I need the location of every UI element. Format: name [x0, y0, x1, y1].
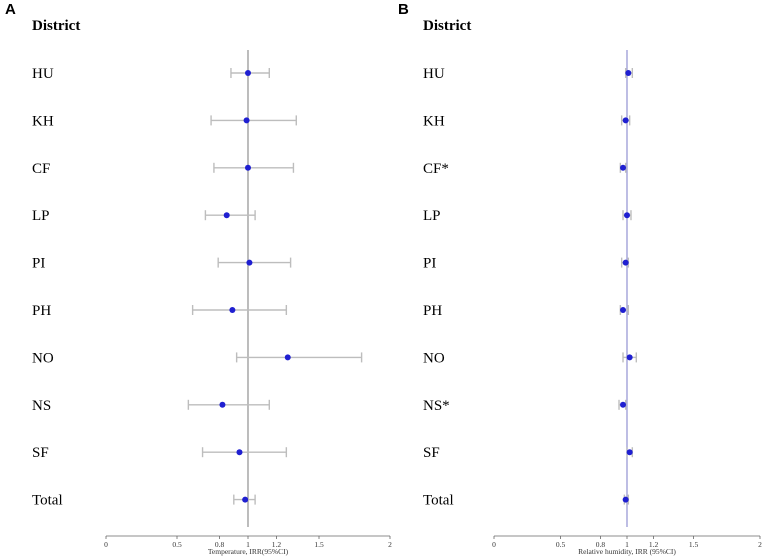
panel-a-row: HU — [32, 66, 270, 82]
panel-a-point-estimate — [243, 117, 250, 124]
panel-a-point-estimate — [246, 259, 253, 266]
panel-a-point-estimate — [219, 401, 226, 408]
panel-b-row: LP — [423, 208, 632, 224]
panel-b-column-header: District — [423, 18, 471, 34]
panel-b-point-estimate — [620, 401, 627, 408]
panel-b-x-tick-label: 0.8 — [596, 540, 606, 549]
panel-b-row-label: Total — [423, 493, 454, 509]
panel-b-row: PI — [423, 256, 630, 272]
panel-a-row: NS — [32, 398, 270, 414]
panel-b-row-label: KH — [423, 113, 445, 129]
panel-a-row-label: Total — [32, 493, 63, 509]
panel-b-point-estimate — [622, 259, 629, 266]
panel-b-point-estimate — [625, 70, 632, 76]
panel-b-x-tick-label: 0 — [492, 540, 496, 549]
panel-b-point-estimate — [620, 307, 627, 313]
panel-a-x-tick-label: 1.5 — [314, 540, 324, 549]
panel-a-point-estimate — [236, 449, 243, 456]
panel-b-row-label: PH — [423, 303, 442, 319]
panel-b-x-tick-label: 0.5 — [556, 540, 566, 549]
panel-a-row: SF — [32, 445, 288, 461]
panel-b-x-tick-label: 2 — [758, 540, 762, 549]
panel-a-point-estimate — [284, 354, 291, 361]
panel-a-point-estimate — [223, 212, 230, 219]
panel-a-row-label: SF — [32, 445, 49, 461]
panel-a-row: CF — [32, 161, 295, 177]
panel-b-row-label: HU — [423, 66, 445, 82]
panel-b-point-estimate — [622, 496, 629, 503]
panel-b-x-tick-label: 1.2 — [649, 540, 659, 549]
panel-a-row: NO — [32, 350, 363, 366]
panel-a-x-tick-label: 0.8 — [215, 540, 225, 549]
panel-b-x-axis-title: Relative humidity, IRR (95%CI) — [578, 547, 676, 556]
panel-a-letter: A — [5, 1, 16, 18]
panel-a-x-tick-label: 2 — [388, 540, 392, 549]
panel-b-point-estimate — [622, 117, 629, 124]
panel-b-row: CF* — [423, 161, 627, 177]
panel-b-row: NO — [423, 350, 638, 366]
panel-b-x-tick-label: 1.5 — [689, 540, 699, 549]
panel-b-row: NS* — [423, 398, 627, 414]
panel-b-row: HU — [423, 66, 634, 82]
panel-a-row: Total — [32, 493, 256, 509]
panel-a-x-axis-title: Temperature, IRR(95%CI) — [208, 547, 289, 556]
panel-a-row-label: NO — [32, 350, 54, 366]
panel-a-point-estimate — [245, 70, 251, 76]
panel-a-row-label: LP — [32, 208, 50, 224]
panel-b-row-label: LP — [423, 208, 441, 224]
panel-b-row: KH — [423, 113, 631, 129]
panel-b-row: Total — [423, 493, 630, 509]
panel-b-letter: B — [398, 1, 409, 18]
panel-a: A District HU KH CF LP PI PH NO NS SF Total 0 0.5 0.8 1… — [5, 1, 392, 556]
panel-a-row-label: PI — [32, 256, 45, 272]
panel-b-row-label: CF* — [423, 161, 449, 177]
panel-a-x-tick-label: 1 — [246, 540, 250, 549]
panel-a-x-tick-label: 1.2 — [272, 540, 282, 549]
panel-a-row-label: HU — [32, 66, 54, 82]
panel-a-row: LP — [32, 208, 256, 224]
panel-b-row-label: NO — [423, 350, 445, 366]
panel-a-row: PH — [32, 303, 288, 319]
panel-b: B District HU KH CF* LP PI PH NO NS* SF Total 0 0.5 0.… — [398, 1, 762, 556]
panel-b-row-label: PI — [423, 256, 436, 272]
panel-b-point-estimate — [620, 164, 627, 171]
panel-a-row: PI — [32, 256, 292, 272]
panel-a-row-label: KH — [32, 113, 54, 129]
panel-a-row-label: PH — [32, 303, 51, 319]
panel-a-point-estimate — [245, 164, 251, 171]
panel-b-point-estimate — [624, 212, 630, 219]
panel-b-point-estimate — [626, 449, 633, 456]
panel-b-row-label: NS* — [423, 398, 450, 414]
panel-b-row-label: SF — [423, 445, 440, 461]
panel-a-row-label: CF — [32, 161, 50, 177]
panel-a-x-tick-label: 0.5 — [172, 540, 182, 549]
panel-a-column-header: District — [32, 18, 80, 34]
panel-b-row: PH — [423, 303, 630, 319]
panel-b-point-estimate — [626, 354, 633, 361]
panel-b-x-tick-label: 1 — [625, 540, 629, 549]
panel-a-point-estimate — [242, 496, 249, 503]
panel-a-row: KH — [32, 113, 297, 129]
panel-b-row: SF — [423, 445, 634, 461]
panel-a-row-label: NS — [32, 398, 51, 414]
panel-a-x-tick-label: 0 — [104, 540, 108, 549]
panel-a-point-estimate — [229, 307, 236, 313]
